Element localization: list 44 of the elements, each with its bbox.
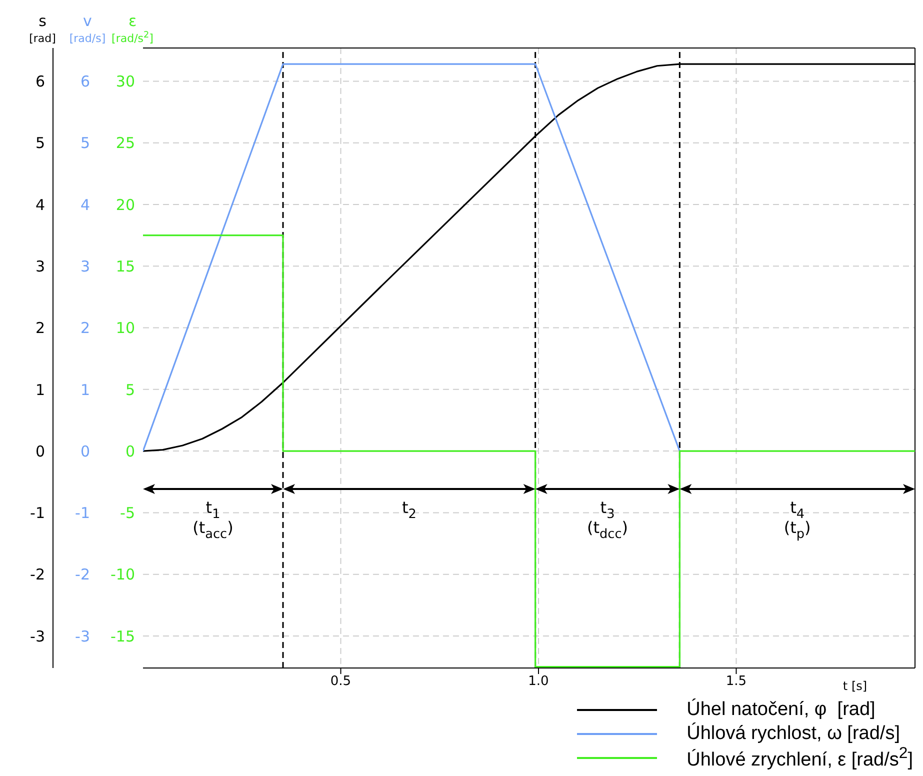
- y3-tick-label: 2: [35, 319, 45, 338]
- y2-tick-label: 6: [80, 72, 90, 91]
- y-tick-label: -5: [120, 504, 135, 522]
- y2-tick-label: -2: [75, 566, 90, 584]
- annotation: t$_{3}$ (t$_{dcc}$): [587, 498, 628, 542]
- annotation: t$_{2}$: [402, 498, 416, 522]
- y3-tick-label: 1: [35, 380, 45, 399]
- y3-tick-label: -1: [30, 504, 45, 522]
- y2-tick-label: 3: [80, 257, 90, 276]
- y3-tick-label: 6: [35, 72, 45, 91]
- y2-tick-label: -1: [75, 504, 90, 522]
- legend-label: Úhlové zrychlení, ε [rad/s$^{2}$]: [686, 744, 913, 772]
- y3-tick-label: -2: [30, 566, 45, 584]
- y3-tick-label: -3: [30, 627, 45, 646]
- y-tick-label: 25: [116, 134, 135, 152]
- y2-tick-label: 1: [80, 380, 90, 399]
- y2-axis-title: v [rad/s]: [69, 12, 106, 45]
- x-tick-label: 1.5: [726, 674, 747, 690]
- y2-tick-label: -3: [75, 627, 90, 646]
- x-tick-label: 1.0: [528, 674, 549, 690]
- y3-axis-title: s [rad]: [29, 12, 56, 45]
- y3-tick-label: 0: [35, 442, 45, 460]
- y-axis-title: ε [rad/s$^{2}$]: [112, 12, 154, 45]
- y2-tick-label: 4: [80, 196, 90, 214]
- y-tick-label: 10: [116, 319, 135, 338]
- y2-tick-label: 0: [80, 442, 90, 460]
- x-tick-label: 0.5: [330, 674, 352, 690]
- y-tick-label: 15: [116, 257, 135, 276]
- legend-label: Úhlová rychlost, ω [rad/s]: [686, 723, 900, 745]
- y3-tick-label: 3: [35, 257, 45, 276]
- y-tick-label: 5: [125, 380, 135, 399]
- y-tick-label: 30: [116, 72, 135, 91]
- y2-tick-label: 2: [80, 319, 90, 338]
- legend-label: Úhel natočení, φ [rad]: [686, 699, 876, 721]
- y-tick-label: -15: [110, 627, 135, 646]
- y-tick-label: -10: [110, 566, 135, 584]
- y2-tick-label: 5: [80, 134, 90, 152]
- y3-tick-label: 4: [35, 196, 45, 214]
- y-tick-label: 20: [116, 196, 135, 214]
- y3-tick-label: 5: [35, 134, 45, 152]
- annotation: t$_{4}$ (t$_{p}$): [784, 498, 811, 542]
- y-tick-label: 0: [125, 442, 135, 460]
- x-axis-title: t [s]: [842, 679, 868, 693]
- annotation: t$_{1}$ (t$_{acc}$): [192, 498, 234, 542]
